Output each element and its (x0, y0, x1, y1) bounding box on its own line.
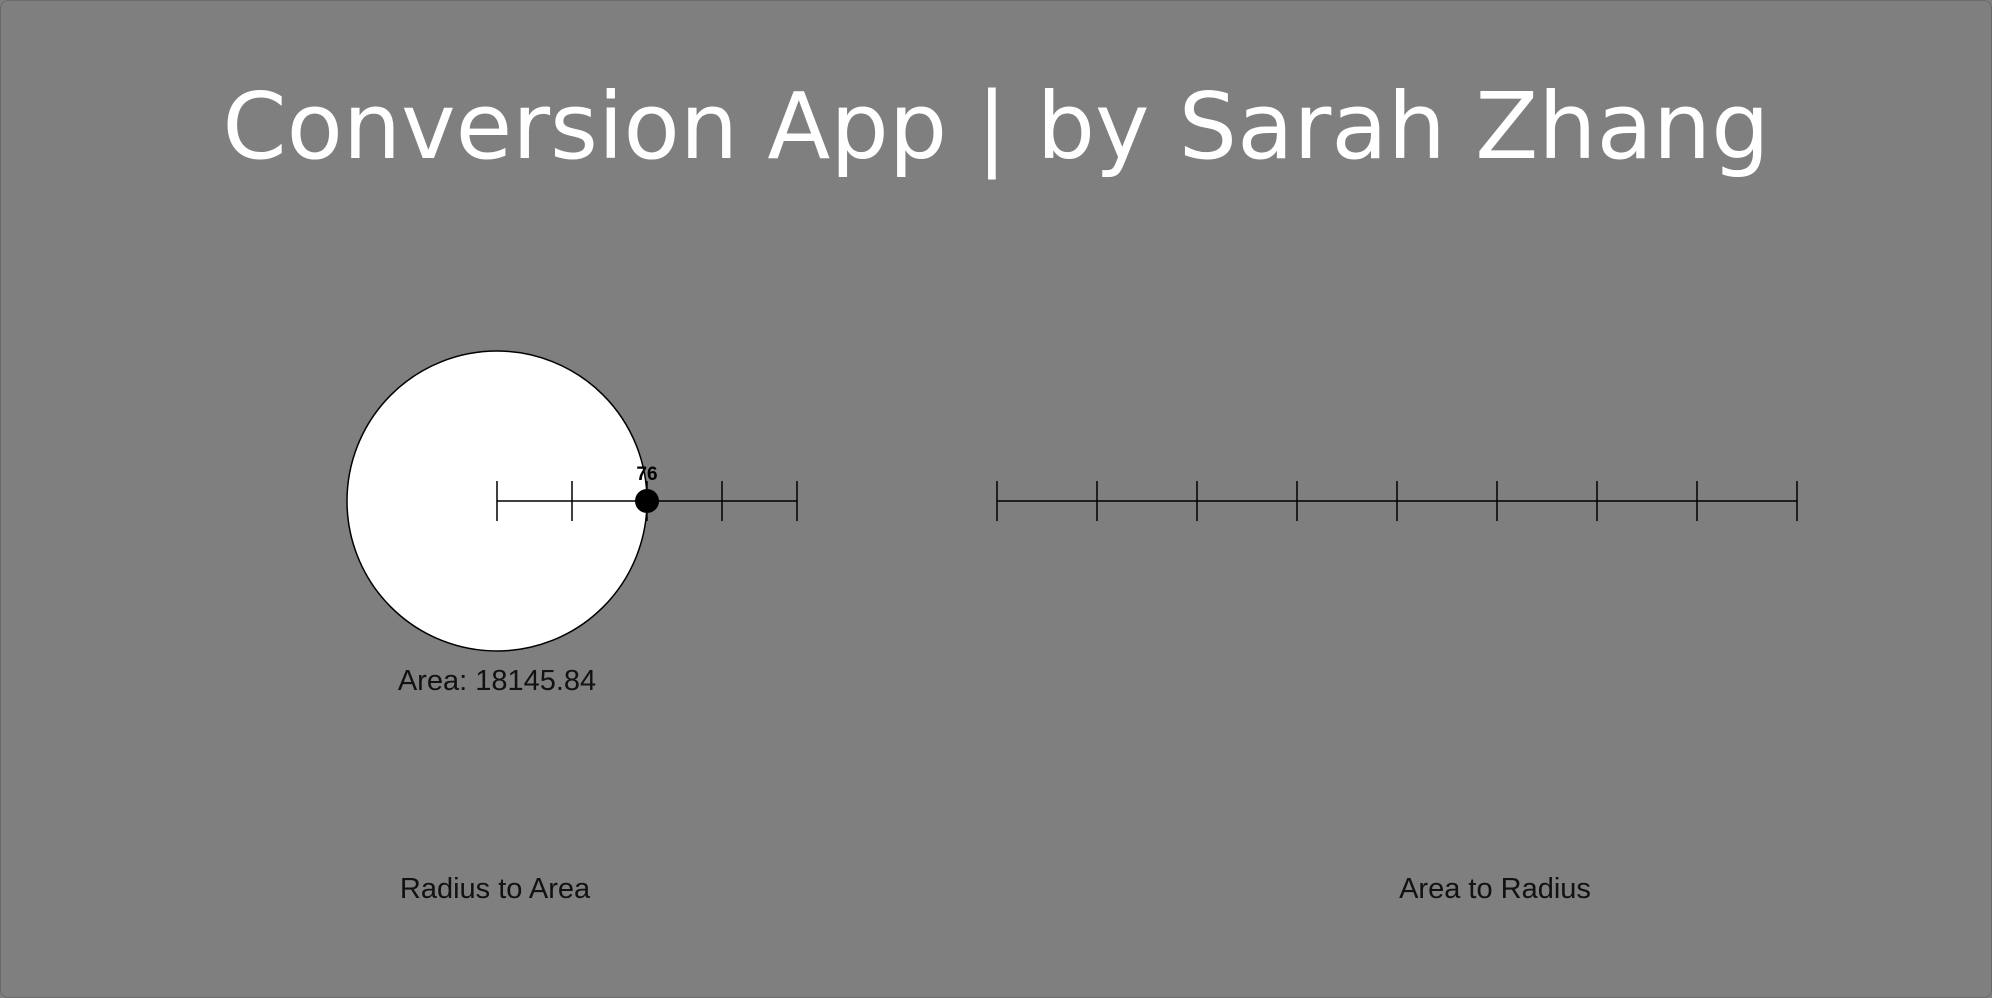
area-to-radius-label: Area to Radius (1399, 873, 1591, 905)
area-result-text: Area: 18145.84 (398, 665, 596, 697)
radius-to-area-section: 76 Area: 18145.84 Radius to Area (346, 350, 798, 905)
radius-slider-handle[interactable] (635, 489, 659, 513)
radius-slider[interactable]: 76 (496, 464, 798, 521)
area-slider[interactable] (996, 481, 1798, 521)
radius-to-area-label: Radius to Area (400, 873, 591, 905)
area-to-radius-section: Area to Radius (996, 481, 1798, 905)
radius-value-label: 76 (636, 464, 657, 485)
page-title: Conversion App | by Sarah Zhang (222, 73, 1770, 180)
